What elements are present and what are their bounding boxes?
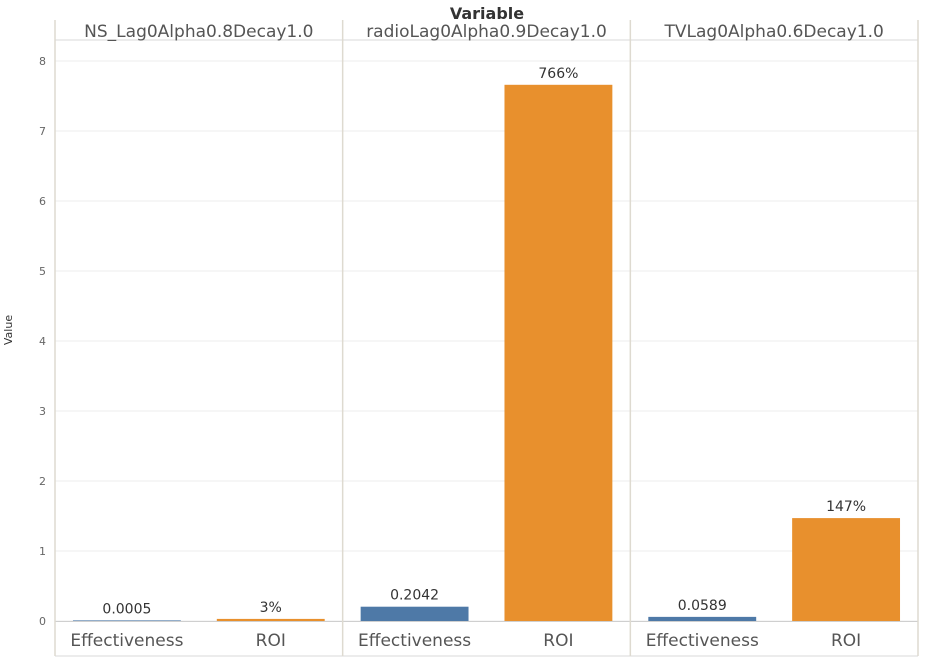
panel-title: NS_Lag0Alpha0.8Decay1.0 <box>84 22 313 42</box>
data-label: 147% <box>826 499 866 515</box>
x-tick-label: Effectiveness <box>70 631 183 651</box>
facet-panel: NS_Lag0Alpha0.8Decay1.0 0.0005 Effectivene… <box>70 22 325 651</box>
bar-effectiveness <box>648 616 757 621</box>
data-label: 0.2042 <box>390 588 439 604</box>
bar-roi <box>504 84 613 622</box>
data-label: 3% <box>260 600 282 616</box>
y-tick-label: 6 <box>39 195 46 208</box>
x-tick-label: ROI <box>831 631 861 651</box>
y-tick-label: 5 <box>39 265 46 278</box>
data-label: 0.0005 <box>102 601 151 617</box>
x-tick-label: Effectiveness <box>646 631 759 651</box>
gridlines <box>54 20 919 657</box>
bar-roi <box>792 518 901 621</box>
y-axis: 0 1 2 3 4 5 6 7 8 <box>39 55 46 628</box>
facet-panels: NS_Lag0Alpha0.8Decay1.0 0.0005 Effectivene… <box>70 22 901 651</box>
bar-effectiveness <box>360 606 469 621</box>
panel-title: radioLag0Alpha0.9Decay1.0 <box>366 22 607 42</box>
x-tick-label: Effectiveness <box>358 631 471 651</box>
data-label: 0.0589 <box>678 598 727 614</box>
x-tick-label: ROI <box>256 631 286 651</box>
bar-roi <box>216 618 325 621</box>
chart-title: Variable <box>450 4 524 23</box>
y-tick-label: 2 <box>39 475 46 488</box>
panel-title: TVLag0Alpha0.6Decay1.0 <box>664 22 884 42</box>
facet-panel: radioLag0Alpha0.9Decay1.0 0.2042 Effective… <box>358 22 613 651</box>
facet-panel: TVLag0Alpha0.6Decay1.0 0.0589 Effectivenes… <box>646 22 901 651</box>
y-tick-label: 3 <box>39 405 46 418</box>
y-tick-label: 1 <box>39 545 46 558</box>
y-tick-label: 0 <box>39 615 46 628</box>
y-axis-label: Value <box>2 315 15 345</box>
x-tick-label: ROI <box>543 631 573 651</box>
y-tick-label: 7 <box>39 125 46 138</box>
y-tick-label: 4 <box>39 335 46 348</box>
y-tick-label: 8 <box>39 55 46 68</box>
data-label: 766% <box>538 66 578 82</box>
bar-effectiveness <box>72 620 181 621</box>
